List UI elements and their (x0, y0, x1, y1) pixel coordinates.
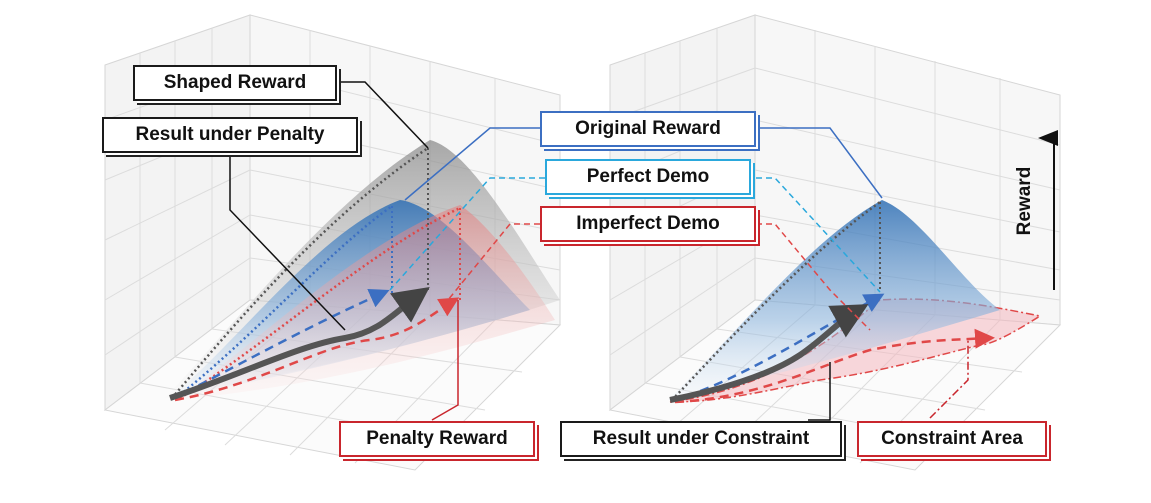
result-under-constraint-label: Result under Constraint (560, 421, 842, 457)
constraint-area-label: Constraint Area (857, 421, 1047, 457)
shaped-reward-label: Shaped Reward (133, 65, 337, 101)
leader-penalty-reward (431, 300, 459, 421)
perfect-demo-label: Perfect Demo (545, 159, 751, 195)
original-reward-label: Original Reward (540, 111, 756, 147)
imperfect-demo-label: Imperfect Demo (540, 206, 756, 242)
imperfect-demo-trajectory-left (174, 297, 460, 402)
result-under-penalty-label: Result under Penalty (102, 117, 358, 153)
leader-perfect-demo-right (756, 177, 881, 293)
leader-shaped-reward (337, 81, 429, 149)
leader-constraint-area (929, 338, 969, 419)
imperfect-demo-trajectory-right (674, 328, 995, 404)
result-under-penalty-trajectory (169, 286, 430, 401)
leader-imperfect-demo-right (756, 223, 871, 331)
leader-imperfect-demo-left (447, 223, 540, 301)
reward-axis-label: Reward (1014, 166, 1035, 236)
penalty-reward-label: Penalty Reward (339, 421, 535, 457)
original-reward-surface-right (668, 200, 1000, 400)
leader-result-under-constraint (808, 362, 831, 421)
right-plot (608, 14, 1062, 471)
shaped-peak-dotted-line (171, 146, 429, 399)
leader-original-reward-right (756, 127, 883, 199)
leader-perfect-demo-left (389, 177, 545, 291)
perfect-demo-trajectory-left (171, 288, 390, 401)
original-peak-dotted-line (175, 204, 393, 399)
leader-original-reward-left (404, 127, 540, 201)
result-under-constraint-trajectory (669, 304, 869, 403)
leader-result-under-penalty (229, 152, 346, 331)
